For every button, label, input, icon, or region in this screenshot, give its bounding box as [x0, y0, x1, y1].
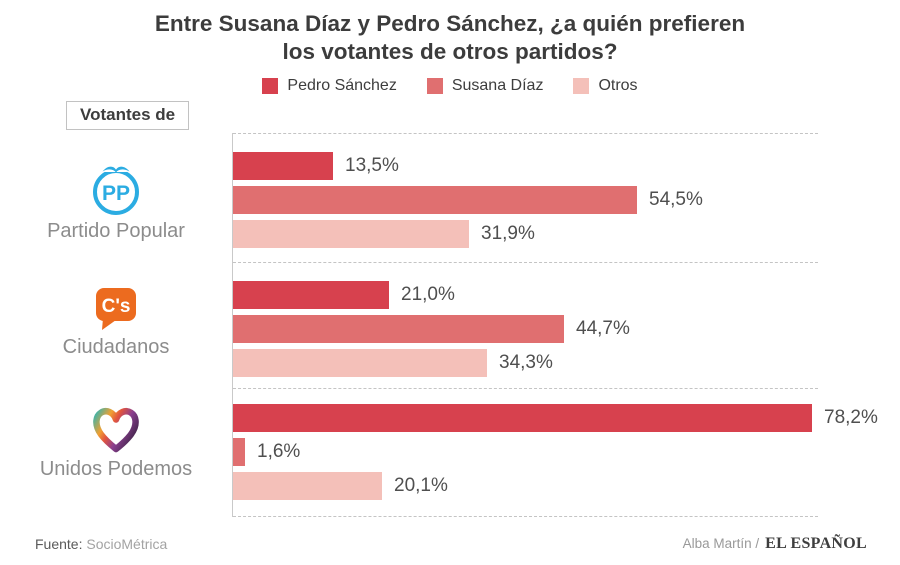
legend-label-susana-diaz: Susana Díaz	[451, 77, 544, 94]
bar-pedro-s-nchez	[233, 152, 333, 180]
category-unidos-podemos: Unidos Podemos	[0, 404, 232, 481]
category-label-partido-popular: Partido Popular	[47, 220, 185, 242]
category-label-ciudadanos: Ciudadanos	[62, 336, 170, 358]
credit-brand-el-espanol: EL ESPAÑOL	[765, 535, 867, 552]
chart-title-line1: Entre Susana Díaz y Pedro Sánchez, ¿a qu…	[154, 11, 746, 36]
svg-text:PP: PP	[102, 182, 130, 205]
group-separator-dashed-line	[233, 133, 818, 134]
unidos-podemos-heart-icon	[93, 408, 139, 453]
legend-item-otros: Otros	[573, 77, 638, 95]
group-separator-dashed-line	[233, 516, 818, 517]
legend: Pedro Sánchez Susana Díaz Otros	[0, 77, 900, 95]
bar-row: 31,9%	[233, 220, 893, 248]
bar-value-label: 78,2%	[824, 407, 878, 428]
group-separator-dashed-line	[233, 388, 818, 389]
bar-value-label: 34,3%	[499, 352, 553, 373]
legend-swatch-susana-diaz-icon	[426, 78, 443, 94]
svg-text:C's: C's	[102, 296, 131, 317]
bar-row: 20,1%	[233, 472, 893, 500]
bar-otros	[233, 472, 382, 500]
bar-row: 1,6%	[233, 438, 893, 466]
legend-swatch-otros-icon	[573, 78, 590, 94]
legend-item-susana-diaz: Susana Díaz	[426, 77, 544, 95]
credit-note: Alba Martín / EL ESPAÑOL	[683, 535, 867, 553]
bar-value-label: 31,9%	[481, 223, 535, 244]
bar-otros	[233, 349, 487, 377]
bar-value-label: 20,1%	[394, 475, 448, 496]
bar-value-label: 13,5%	[345, 155, 399, 176]
category-partido-popular: PP Partido Popular	[0, 162, 232, 243]
bar-row: 78,2%	[233, 404, 893, 432]
category-label-unidos-podemos: Unidos Podemos	[39, 458, 193, 480]
pp-logo-icon: PP	[93, 162, 139, 215]
legend-label-otros: Otros	[598, 77, 638, 94]
bar-row: 13,5%	[233, 152, 893, 180]
ciudadanos-logo-icon: C's	[96, 288, 136, 330]
chart-title-line2: los votantes de otros partidos?	[282, 39, 618, 64]
bar-value-label: 54,5%	[649, 189, 703, 210]
bar-value-label: 1,6%	[257, 441, 301, 462]
votantes-de-label: Votantes de	[66, 101, 190, 130]
bar-row: 44,7%	[233, 315, 893, 343]
source-label: Fuente:	[35, 536, 83, 552]
bar-value-label: 44,7%	[576, 318, 630, 339]
bar-value-label: 21,0%	[401, 284, 455, 305]
bar-susana-d-az	[233, 186, 637, 214]
plot-area: 13,5% 54,5% 31,9% 21,0% 44,7% 34,3% 78,2% 1,6% 2…	[232, 133, 878, 517]
bar-row: 34,3%	[233, 349, 893, 377]
bar-pedro-s-nchez	[233, 404, 812, 432]
legend-swatch-pedro-sanchez-icon	[262, 78, 279, 94]
bar-susana-d-az	[233, 315, 564, 343]
category-ciudadanos: C's Ciudadanos	[0, 286, 232, 359]
bar-row: 54,5%	[233, 186, 893, 214]
source-value: SocioMétrica	[86, 536, 168, 552]
group-separator-dashed-line	[233, 262, 818, 263]
legend-label-pedro-sanchez: Pedro Sánchez	[287, 77, 397, 94]
bar-row: 21,0%	[233, 281, 893, 309]
source-note: Fuente: SocioMétrica	[35, 536, 167, 552]
bar-susana-d-az	[233, 438, 245, 466]
bar-otros	[233, 220, 469, 248]
bar-pedro-s-nchez	[233, 281, 389, 309]
legend-item-pedro-sanchez: Pedro Sánchez	[262, 77, 397, 95]
credit-author: Alba Martín /	[682, 536, 760, 551]
chart-title: Entre Susana Díaz y Pedro Sánchez, ¿a qu…	[0, 10, 900, 66]
